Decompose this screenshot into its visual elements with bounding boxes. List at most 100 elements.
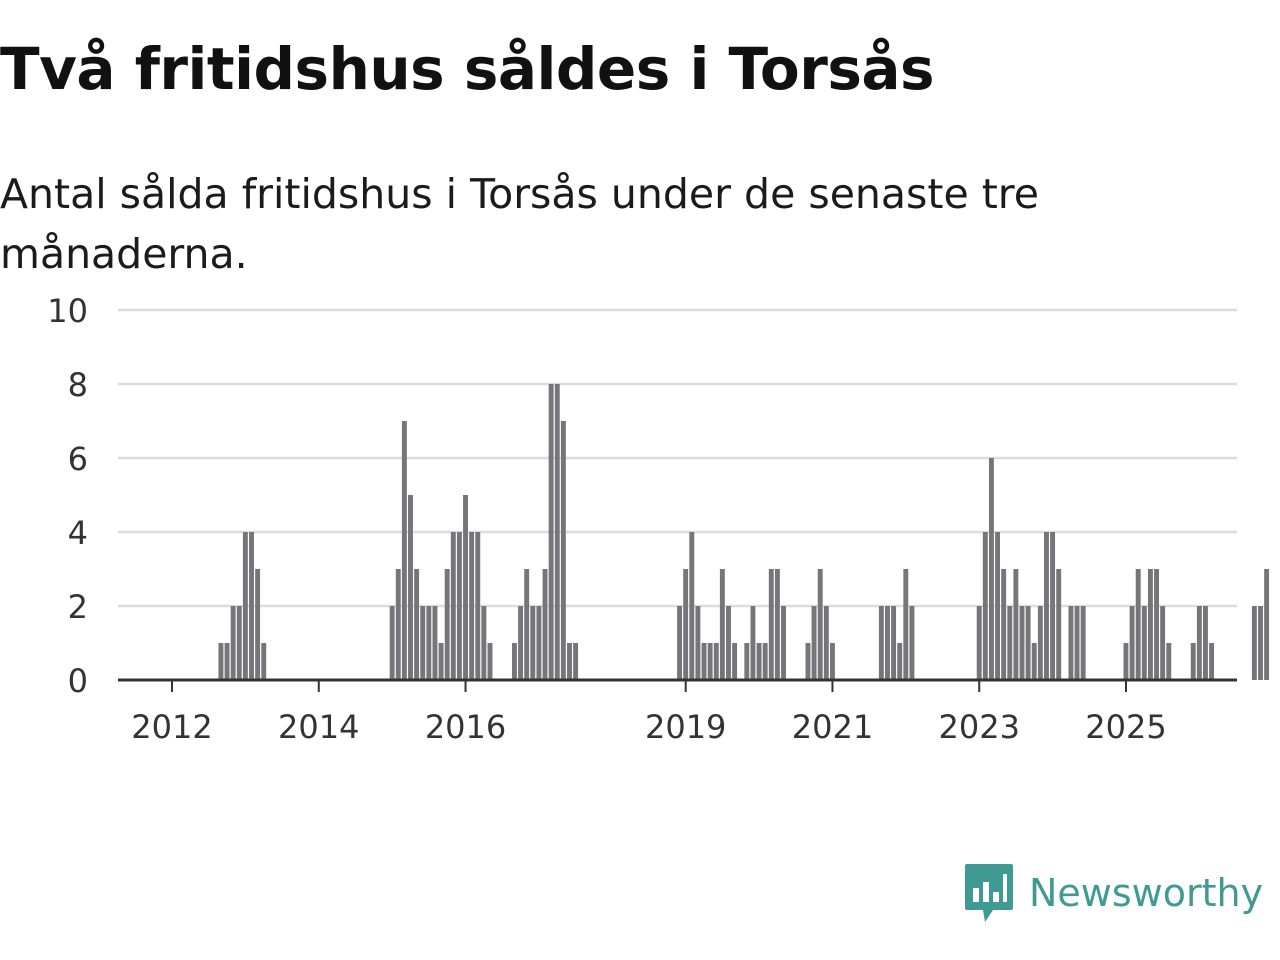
y-tick-label: 8 <box>68 366 88 404</box>
bar <box>976 606 982 680</box>
bar <box>1123 643 1129 680</box>
bar <box>224 643 230 680</box>
bar <box>401 421 407 680</box>
bar <box>1031 643 1037 680</box>
x-tick-label: 2016 <box>425 708 506 746</box>
bar <box>713 643 719 680</box>
bar <box>1037 606 1043 680</box>
newsworthy-brand: Newsworthy <box>963 862 1263 924</box>
chart-subtitle: Antal sålda fritidshus i Torsås under de… <box>0 170 1039 278</box>
bar <box>456 532 462 680</box>
bar <box>689 532 695 680</box>
bar <box>1258 606 1263 680</box>
y-axis-ticks: 0 2 4 6 8 10 <box>47 292 88 700</box>
bar <box>744 643 750 680</box>
bar <box>481 606 487 680</box>
x-tick-label: 2019 <box>645 708 726 746</box>
bar <box>695 606 701 680</box>
x-tick-label: 2023 <box>939 708 1020 746</box>
bar <box>450 532 456 680</box>
bar <box>1129 606 1135 680</box>
bar <box>518 606 524 680</box>
bar <box>677 606 683 680</box>
bar <box>530 606 536 680</box>
bar <box>829 643 835 680</box>
bar <box>524 569 530 680</box>
bar <box>750 606 756 680</box>
bar <box>982 532 988 680</box>
bar <box>805 643 811 680</box>
bar <box>774 569 780 680</box>
bar <box>823 606 829 680</box>
bar <box>573 643 579 680</box>
bar <box>542 569 548 680</box>
bar <box>1190 643 1196 680</box>
bar <box>567 643 572 680</box>
y-tick-label: 2 <box>68 588 88 626</box>
bar <box>1019 606 1025 680</box>
bar <box>475 532 481 680</box>
bar <box>438 643 444 680</box>
bar <box>878 606 884 680</box>
bar <box>560 421 566 680</box>
bar <box>469 532 475 680</box>
bar <box>726 606 731 680</box>
chart-title: Två fritidshus såldes i Torsås <box>0 35 935 103</box>
bar <box>420 606 426 680</box>
bar <box>536 606 542 680</box>
bars <box>218 384 1270 680</box>
bar <box>1264 569 1270 680</box>
bar <box>511 643 517 680</box>
bar <box>1025 606 1031 680</box>
bar <box>891 606 897 680</box>
x-axis-ticks: 2012 2014 2016 2019 2021 2023 2025 <box>131 680 1167 746</box>
bar <box>1056 569 1062 680</box>
x-tick-label: 2025 <box>1085 708 1166 746</box>
bar <box>732 643 738 680</box>
bar <box>218 643 224 680</box>
bar <box>432 606 438 680</box>
bar <box>995 532 1001 680</box>
bar <box>1068 606 1074 680</box>
bar <box>1141 606 1147 680</box>
x-tick-label: 2012 <box>131 708 212 746</box>
bar <box>1196 606 1202 680</box>
bar <box>1007 606 1013 680</box>
bar <box>811 606 817 680</box>
bar <box>1251 606 1257 680</box>
bar <box>701 643 707 680</box>
bar <box>389 606 395 680</box>
y-tick-label: 10 <box>47 292 88 330</box>
bar <box>988 458 994 680</box>
bar <box>487 643 493 680</box>
bar <box>255 569 261 680</box>
bar <box>426 606 432 680</box>
bar <box>408 495 413 680</box>
bar <box>249 532 254 680</box>
bar <box>885 606 890 680</box>
x-tick-label: 2014 <box>278 708 359 746</box>
bar <box>1209 643 1215 680</box>
bar <box>554 384 560 680</box>
bar <box>261 643 267 680</box>
bar-chart-speech-bubble-icon <box>965 864 1013 922</box>
bar <box>230 606 236 680</box>
bar <box>897 643 903 680</box>
bar <box>903 569 909 680</box>
bar <box>762 643 768 680</box>
y-tick-label: 4 <box>68 514 88 552</box>
bar <box>1044 532 1049 680</box>
x-tick-label: 2021 <box>792 708 873 746</box>
bar <box>817 569 823 680</box>
gridlines <box>118 308 1237 608</box>
bar <box>242 532 248 680</box>
bar <box>909 606 915 680</box>
bar <box>1013 569 1019 680</box>
y-tick-label: 0 <box>68 662 88 700</box>
brand-name: Newsworthy <box>1029 871 1264 915</box>
bar <box>719 569 725 680</box>
bar <box>707 643 713 680</box>
bar <box>236 606 242 680</box>
bar <box>1074 606 1080 680</box>
